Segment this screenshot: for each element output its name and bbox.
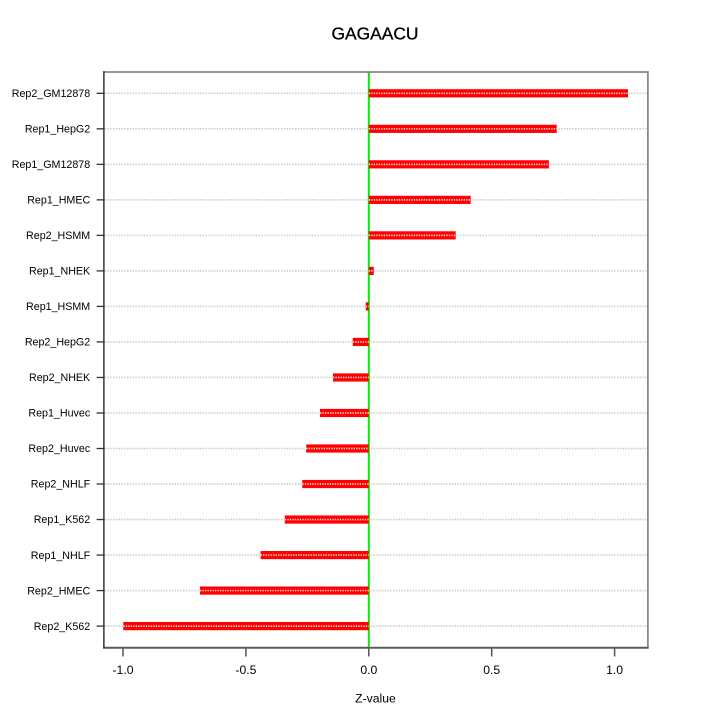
svg-text:-1.0: -1.0 bbox=[112, 663, 133, 677]
svg-text:Rep2_NHEK: Rep2_NHEK bbox=[29, 372, 91, 384]
svg-text:-0.5: -0.5 bbox=[235, 663, 256, 677]
svg-text:1.0: 1.0 bbox=[606, 663, 623, 677]
svg-text:Rep2_NHLF: Rep2_NHLF bbox=[31, 479, 91, 491]
svg-text:Z-value: Z-value bbox=[355, 692, 396, 706]
svg-text:GAGAACU: GAGAACU bbox=[332, 23, 419, 43]
svg-text:0.0: 0.0 bbox=[360, 663, 377, 677]
svg-text:Rep2_HepG2: Rep2_HepG2 bbox=[25, 337, 90, 349]
svg-text:Rep2_Huvec: Rep2_Huvec bbox=[28, 443, 90, 455]
svg-text:Rep2_HSMM: Rep2_HSMM bbox=[26, 230, 90, 242]
svg-text:Rep1_GM12878: Rep1_GM12878 bbox=[12, 159, 90, 171]
svg-text:Rep2_GM12878: Rep2_GM12878 bbox=[12, 88, 90, 100]
svg-text:Rep1_HepG2: Rep1_HepG2 bbox=[25, 124, 90, 136]
svg-text:Rep1_NHLF: Rep1_NHLF bbox=[31, 550, 91, 562]
svg-text:Rep1_HSMM: Rep1_HSMM bbox=[26, 301, 90, 313]
svg-text:0.5: 0.5 bbox=[483, 663, 500, 677]
svg-text:Rep2_K562: Rep2_K562 bbox=[34, 621, 91, 633]
svg-text:Rep1_Huvec: Rep1_Huvec bbox=[28, 408, 90, 420]
svg-text:Rep1_HMEC: Rep1_HMEC bbox=[27, 195, 90, 207]
svg-text:Rep1_K562: Rep1_K562 bbox=[34, 514, 91, 526]
svg-text:Rep1_NHEK: Rep1_NHEK bbox=[29, 266, 91, 278]
svg-text:Rep2_HMEC: Rep2_HMEC bbox=[27, 585, 90, 597]
